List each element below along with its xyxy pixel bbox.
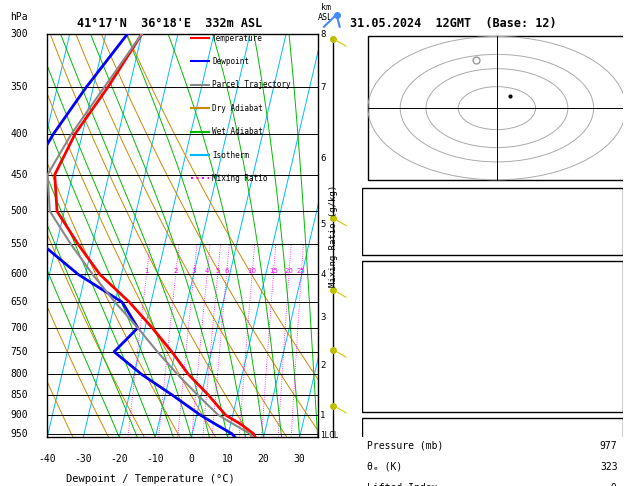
Text: 1: 1 bbox=[144, 268, 149, 275]
Text: 977: 977 bbox=[600, 441, 618, 451]
Text: 650: 650 bbox=[11, 297, 28, 307]
Text: CIN (J): CIN (J) bbox=[367, 389, 408, 399]
Text: 6: 6 bbox=[225, 268, 229, 275]
Text: 2: 2 bbox=[174, 268, 178, 275]
Text: Lifted Index: Lifted Index bbox=[367, 347, 437, 357]
Text: 30: 30 bbox=[294, 453, 306, 464]
Text: km
ASL: km ASL bbox=[318, 2, 333, 22]
Text: 323: 323 bbox=[600, 326, 618, 336]
Text: 0: 0 bbox=[189, 453, 194, 464]
Text: 14: 14 bbox=[606, 305, 618, 315]
Text: 3: 3 bbox=[192, 268, 196, 275]
Bar bbox=[362, 418, 623, 486]
Text: K: K bbox=[367, 190, 373, 200]
Text: -10: -10 bbox=[147, 453, 164, 464]
Text: Temp (°C): Temp (°C) bbox=[367, 284, 420, 294]
Text: -20: -20 bbox=[111, 453, 128, 464]
Bar bbox=[362, 261, 623, 412]
Text: θₑ(K): θₑ(K) bbox=[367, 326, 396, 336]
Text: 19: 19 bbox=[606, 284, 618, 294]
Text: Pressure (mb): Pressure (mb) bbox=[367, 441, 443, 451]
Text: kt: kt bbox=[373, 40, 383, 50]
Text: Most Unstable: Most Unstable bbox=[454, 420, 530, 430]
Text: Dry Adiabat: Dry Adiabat bbox=[212, 104, 263, 113]
Text: 74: 74 bbox=[606, 368, 618, 378]
Text: Temperature: Temperature bbox=[212, 34, 263, 43]
Text: 900: 900 bbox=[11, 410, 28, 420]
Text: © weatheronline.co.uk: © weatheronline.co.uk bbox=[436, 424, 548, 434]
Text: Dewp (°C): Dewp (°C) bbox=[367, 305, 420, 315]
Text: 10: 10 bbox=[248, 268, 257, 275]
Text: Dewpoint / Temperature (°C): Dewpoint / Temperature (°C) bbox=[65, 474, 235, 484]
Text: CAPE (J): CAPE (J) bbox=[367, 368, 414, 378]
Text: Parcel Trajectory: Parcel Trajectory bbox=[212, 80, 291, 89]
Text: hPa: hPa bbox=[11, 12, 28, 22]
Text: 41°17'N  36°18'E  332m ASL: 41°17'N 36°18'E 332m ASL bbox=[77, 17, 262, 30]
Text: 5: 5 bbox=[216, 268, 220, 275]
Text: 400: 400 bbox=[11, 129, 28, 139]
Text: 450: 450 bbox=[11, 170, 28, 180]
Text: 750: 750 bbox=[11, 347, 28, 357]
Text: -0: -0 bbox=[606, 347, 618, 357]
Text: 700: 700 bbox=[11, 323, 28, 333]
Text: 1LCL: 1LCL bbox=[320, 431, 339, 440]
Text: 6: 6 bbox=[320, 155, 326, 163]
Text: Dewpoint: Dewpoint bbox=[212, 57, 249, 66]
Text: 950: 950 bbox=[11, 429, 28, 439]
Text: PW (cm): PW (cm) bbox=[367, 232, 408, 242]
Text: Wet Adiabat: Wet Adiabat bbox=[212, 127, 263, 136]
Text: Mixing Ratio (g/kg): Mixing Ratio (g/kg) bbox=[329, 185, 338, 287]
Text: 600: 600 bbox=[11, 269, 28, 279]
Text: 5: 5 bbox=[320, 220, 326, 229]
Text: Lifted Index: Lifted Index bbox=[367, 483, 437, 486]
Text: 850: 850 bbox=[11, 390, 28, 400]
Text: 45: 45 bbox=[606, 211, 618, 221]
Text: -40: -40 bbox=[38, 453, 56, 464]
Text: Isotherm: Isotherm bbox=[212, 151, 249, 159]
Text: 800: 800 bbox=[11, 369, 28, 379]
Text: 8: 8 bbox=[320, 30, 326, 38]
Text: Mixing Ratio: Mixing Ratio bbox=[212, 174, 268, 183]
Text: 300: 300 bbox=[11, 29, 28, 39]
Text: 167: 167 bbox=[600, 389, 618, 399]
Text: 31.05.2024  12GMT  (Base: 12): 31.05.2024 12GMT (Base: 12) bbox=[350, 17, 556, 30]
Text: 4: 4 bbox=[205, 268, 209, 275]
Text: Surface: Surface bbox=[472, 263, 513, 273]
Text: 7: 7 bbox=[320, 83, 326, 92]
Text: 550: 550 bbox=[11, 239, 28, 249]
Text: 323: 323 bbox=[600, 462, 618, 472]
Text: -30: -30 bbox=[74, 453, 92, 464]
Text: 2.01: 2.01 bbox=[594, 232, 618, 242]
Text: 10: 10 bbox=[221, 453, 233, 464]
Text: -0: -0 bbox=[606, 483, 618, 486]
Bar bbox=[368, 36, 626, 180]
Text: 15: 15 bbox=[269, 268, 278, 275]
Text: 2: 2 bbox=[320, 361, 326, 370]
Text: θₑ (K): θₑ (K) bbox=[367, 462, 402, 472]
Text: 3: 3 bbox=[320, 313, 326, 322]
Text: 25: 25 bbox=[297, 268, 306, 275]
Text: 4: 4 bbox=[320, 270, 326, 279]
Text: 350: 350 bbox=[11, 83, 28, 92]
Text: 20: 20 bbox=[258, 453, 269, 464]
Text: 1: 1 bbox=[320, 411, 326, 419]
Text: Totals Totals: Totals Totals bbox=[367, 211, 443, 221]
Text: 24: 24 bbox=[606, 190, 618, 200]
Bar bbox=[362, 188, 623, 255]
Text: 20: 20 bbox=[284, 268, 293, 275]
Text: 500: 500 bbox=[11, 206, 28, 216]
